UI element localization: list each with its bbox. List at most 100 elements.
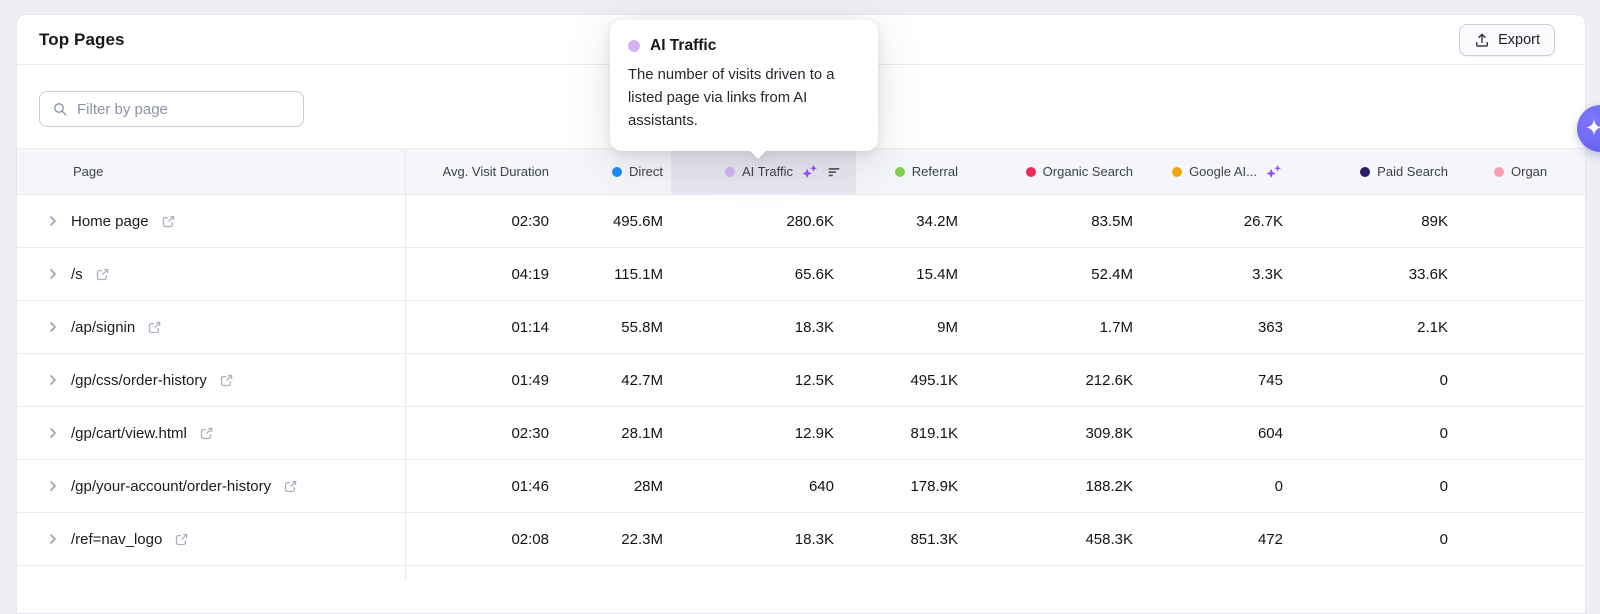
chevron-right-icon[interactable] [47, 427, 59, 439]
page-cell [17, 566, 406, 580]
cell-ai_traffic: 18.3K [671, 301, 856, 353]
export-button-label: Export [1498, 32, 1540, 48]
cell-paid_search: 0 [1291, 460, 1456, 512]
cell-organic_search: 52.4M [966, 248, 1141, 300]
cell-direct: 22.3M [557, 513, 671, 565]
chevron-right-icon[interactable] [47, 321, 59, 333]
tooltip-title: AI Traffic [650, 37, 716, 55]
column-header-organic_search[interactable]: Organic Search [966, 149, 1141, 194]
external-link-icon[interactable] [161, 214, 176, 229]
column-label: Google AI... [1189, 164, 1257, 179]
cell-organic_last [1456, 248, 1585, 300]
cell-referral: 9M [856, 301, 966, 353]
filter-box [39, 91, 304, 127]
page-link[interactable]: /gp/cart/view.html [71, 425, 187, 442]
column-label: Organic Search [1043, 164, 1133, 179]
cell-organic_search: 1.7M [966, 301, 1141, 353]
column-header-paid_search[interactable]: Paid Search [1291, 149, 1456, 194]
sparkle-icon [1581, 116, 1600, 142]
cell-organic_last [1456, 195, 1585, 247]
cell-avg_visit_duration: 01:14 [406, 301, 557, 353]
page-cell: /ref=nav_logo [17, 513, 406, 565]
page-link[interactable]: /ap/signin [71, 319, 135, 336]
page-link[interactable]: /gp/css/order-history [71, 372, 207, 389]
cell-referral: 15.4M [856, 248, 966, 300]
cell-google_ai: 363 [1141, 301, 1291, 353]
chevron-right-icon[interactable] [47, 374, 59, 386]
page-cell: /gp/css/order-history [17, 354, 406, 406]
series-dot-icon [1494, 167, 1504, 177]
cell-avg_visit_duration: 04:19 [406, 248, 557, 300]
chevron-right-icon[interactable] [47, 533, 59, 545]
page-link[interactable]: /ref=nav_logo [71, 531, 162, 548]
column-header-avg_visit_duration[interactable]: Avg. Visit Duration [406, 149, 557, 194]
external-link-icon[interactable] [174, 532, 189, 547]
cell-ai_traffic: 640 [671, 460, 856, 512]
cell-ai_traffic: 12.9K [671, 407, 856, 459]
column-label: Page [73, 164, 103, 179]
cell-referral: 495.1K [856, 354, 966, 406]
external-link-icon[interactable] [199, 426, 214, 441]
cell-ai_traffic: 65.6K [671, 248, 856, 300]
cell-direct: 42.7M [557, 354, 671, 406]
cell-direct: 55.8M [557, 301, 671, 353]
page-link[interactable]: /s [71, 266, 83, 283]
tooltip-box: AI Traffic The number of visits driven t… [610, 20, 878, 151]
cell-ai_traffic: 18.3K [671, 513, 856, 565]
cell-referral: 34.2M [856, 195, 966, 247]
cell-google_ai: 604 [1141, 407, 1291, 459]
cell-direct: 115.1M [557, 248, 671, 300]
upload-icon [1474, 32, 1490, 48]
cell-organic_search: 309.8K [966, 407, 1141, 459]
cell-paid_search: 0 [1291, 513, 1456, 565]
column-label: Organ [1511, 164, 1547, 179]
chevron-right-icon[interactable] [47, 480, 59, 492]
cell-direct: 495.6M [557, 195, 671, 247]
page-cell: /gp/your-account/order-history [17, 460, 406, 512]
external-link-icon[interactable] [283, 479, 298, 494]
page-link[interactable]: Home page [71, 213, 149, 230]
column-header-direct[interactable]: Direct [557, 149, 671, 194]
series-dot-icon [895, 167, 905, 177]
export-button[interactable]: Export [1459, 24, 1555, 56]
cell-avg_visit_duration: 01:46 [406, 460, 557, 512]
filter-input[interactable] [77, 101, 291, 118]
cell-organic_last [1456, 354, 1585, 406]
column-header-referral[interactable]: Referral [856, 149, 966, 194]
cell-google_ai: 0 [1141, 460, 1291, 512]
column-label: Referral [912, 164, 958, 179]
table-row-partial [17, 566, 1585, 580]
page-link[interactable]: /gp/your-account/order-history [71, 478, 271, 495]
series-dot-icon [1172, 167, 1182, 177]
chevron-right-icon[interactable] [47, 215, 59, 227]
cell-organic_search: 458.3K [966, 513, 1141, 565]
sparkles-icon [1264, 162, 1283, 181]
external-link-icon[interactable] [147, 320, 162, 335]
series-dot-icon [612, 167, 622, 177]
cell-organic_last [1456, 407, 1585, 459]
column-header-google_ai[interactable]: Google AI... [1141, 149, 1291, 194]
series-dot-icon [1360, 167, 1370, 177]
cell-referral: 819.1K [856, 407, 966, 459]
cell-organic_search: 83.5M [966, 195, 1141, 247]
ai-traffic-dot-icon [628, 40, 640, 52]
chevron-right-icon[interactable] [47, 268, 59, 280]
cell-organic_last [1456, 513, 1585, 565]
cell-direct: 28M [557, 460, 671, 512]
cell-paid_search: 2.1K [1291, 301, 1456, 353]
column-label: Paid Search [1377, 164, 1448, 179]
external-link-icon[interactable] [95, 267, 110, 282]
column-header-organic_last[interactable]: Organ [1456, 149, 1585, 194]
cell-referral: 178.9K [856, 460, 966, 512]
external-link-icon[interactable] [219, 373, 234, 388]
ai-traffic-tooltip: AI Traffic The number of visits driven t… [610, 20, 878, 151]
cell-paid_search: 0 [1291, 407, 1456, 459]
column-header-page[interactable]: Page [17, 149, 406, 194]
search-icon [52, 101, 68, 117]
cell-ai_traffic: 12.5K [671, 354, 856, 406]
